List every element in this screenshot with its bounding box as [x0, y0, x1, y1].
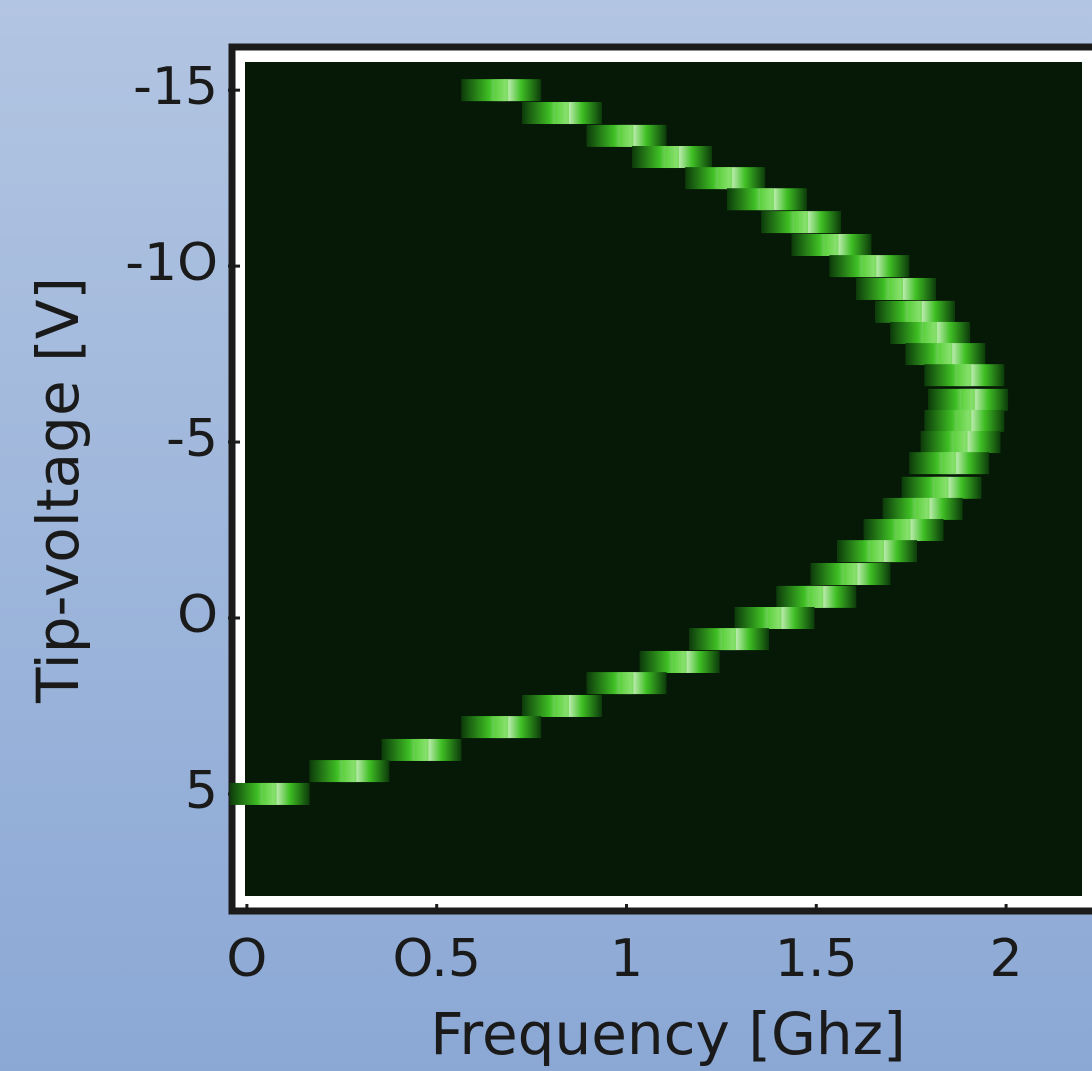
- heat-core: [953, 431, 968, 454]
- heat-core: [554, 102, 569, 125]
- y-tick-label: -5: [166, 409, 218, 469]
- y-tick-label: -1O: [125, 233, 218, 293]
- x-tick-label: O: [226, 929, 267, 989]
- heat-core: [262, 782, 277, 805]
- y-tick-label: -15: [133, 57, 218, 117]
- x-axis-label: Frequency [Ghz]: [430, 1000, 905, 1068]
- heat-core: [907, 300, 922, 323]
- heat-core: [870, 540, 885, 563]
- heat-core: [794, 211, 809, 234]
- heat-core: [414, 738, 429, 761]
- heat-core: [923, 321, 938, 344]
- heat-core: [824, 233, 839, 256]
- x-tick-label: O.5: [392, 929, 480, 989]
- heat-core: [342, 760, 357, 783]
- heat-core: [934, 476, 949, 499]
- heat-core: [862, 255, 877, 278]
- heat-core: [619, 672, 634, 695]
- heat-core: [721, 628, 736, 651]
- x-tick-label: 1: [610, 929, 643, 989]
- heat-core: [767, 607, 782, 629]
- heat-core: [554, 694, 569, 717]
- heat-core: [672, 650, 687, 673]
- x-tick-label: 1.5: [775, 929, 858, 989]
- y-tick-label: O: [177, 585, 218, 645]
- y-axis-label: Tip-voltage [V]: [24, 277, 92, 704]
- heat-core: [889, 277, 903, 300]
- heat-core: [494, 79, 509, 102]
- heat-core: [494, 716, 509, 739]
- heat-core: [957, 364, 972, 387]
- heat-core: [809, 585, 824, 608]
- heat-core: [843, 563, 858, 586]
- heat-core: [665, 146, 680, 169]
- x-tick-label: 2: [990, 929, 1023, 989]
- heat-core: [718, 167, 733, 190]
- heat-core: [759, 188, 774, 211]
- heat-core: [915, 497, 930, 520]
- y-tick-label: 5: [185, 761, 218, 821]
- heat-core: [957, 409, 972, 432]
- heat-core: [961, 388, 976, 411]
- heat-core: [896, 519, 911, 542]
- heat-core: [938, 343, 953, 366]
- heat-core: [942, 452, 957, 475]
- heat-core: [619, 124, 634, 147]
